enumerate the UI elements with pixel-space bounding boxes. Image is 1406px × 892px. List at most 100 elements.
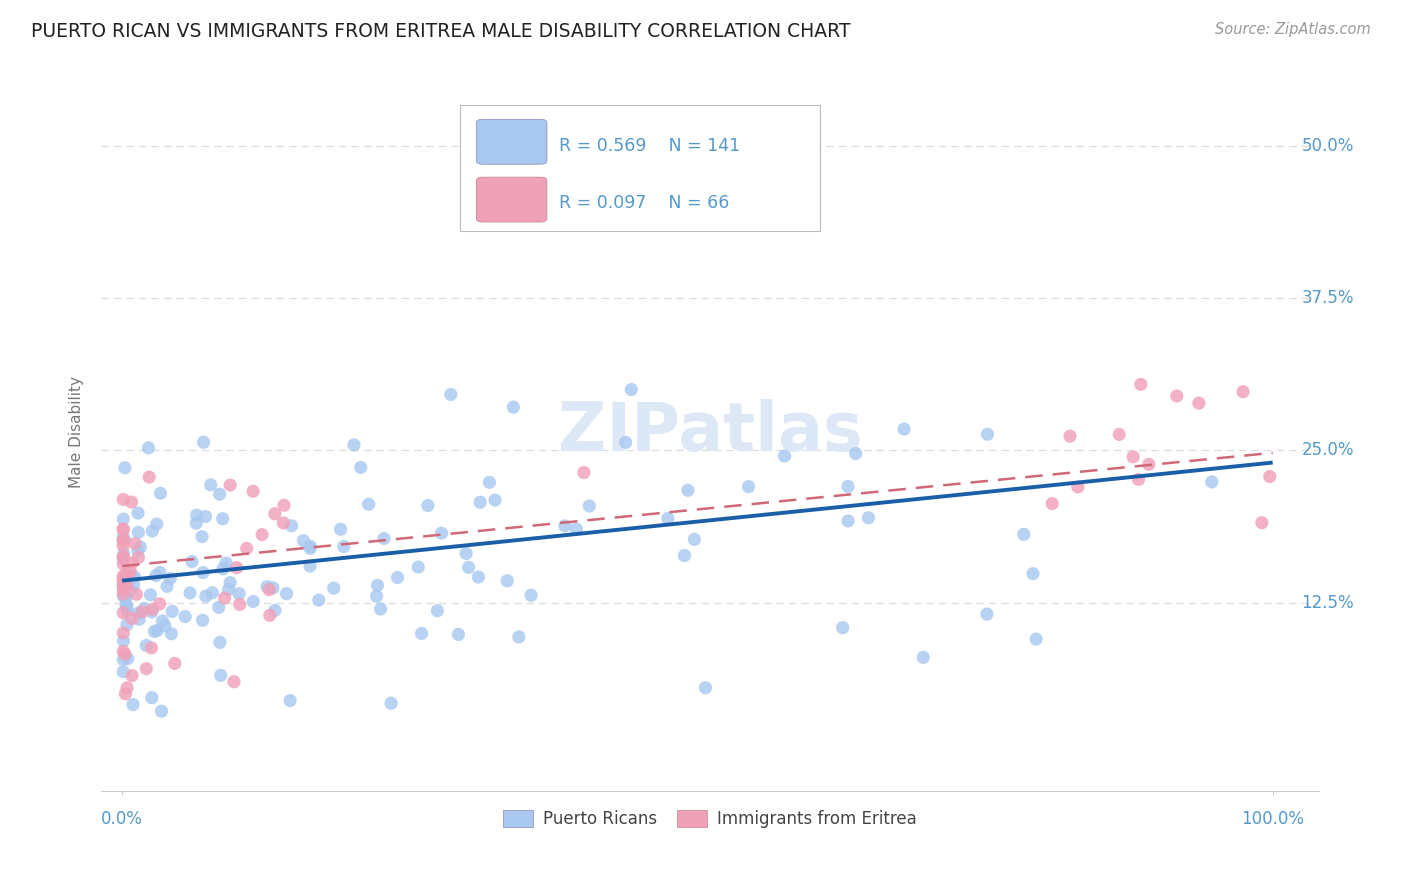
Point bbox=[357, 497, 380, 511]
Point bbox=[218, 582, 240, 597]
Point bbox=[565, 522, 588, 536]
Point bbox=[676, 483, 699, 498]
Point bbox=[831, 621, 853, 635]
Point bbox=[191, 566, 214, 580]
Text: 12.5%: 12.5% bbox=[1302, 593, 1354, 612]
Point bbox=[191, 613, 214, 627]
Point bbox=[484, 493, 506, 508]
Point bbox=[139, 588, 162, 602]
Point bbox=[578, 499, 600, 513]
Point bbox=[112, 582, 135, 597]
Point bbox=[114, 578, 136, 592]
Point bbox=[447, 627, 470, 641]
FancyBboxPatch shape bbox=[461, 105, 820, 231]
Point bbox=[122, 698, 145, 712]
Point bbox=[411, 626, 433, 640]
Point bbox=[127, 525, 149, 540]
Point bbox=[1059, 429, 1081, 443]
Point bbox=[520, 588, 543, 602]
Point bbox=[276, 587, 298, 601]
Point bbox=[200, 478, 222, 492]
Point bbox=[299, 540, 322, 554]
Point bbox=[124, 570, 146, 584]
Point bbox=[115, 579, 138, 593]
Point bbox=[138, 441, 160, 455]
Point bbox=[278, 693, 301, 707]
Point bbox=[160, 626, 183, 640]
Point bbox=[426, 604, 449, 618]
Point bbox=[194, 509, 217, 524]
Point bbox=[308, 593, 330, 607]
Point bbox=[112, 574, 135, 588]
Point bbox=[837, 514, 859, 528]
Text: Source: ZipAtlas.com: Source: ZipAtlas.com bbox=[1215, 22, 1371, 37]
Point bbox=[127, 544, 149, 558]
Point bbox=[837, 479, 859, 493]
Point bbox=[125, 587, 148, 601]
Point bbox=[366, 589, 388, 603]
Point bbox=[174, 609, 197, 624]
Point bbox=[554, 519, 576, 533]
Point bbox=[112, 572, 135, 586]
Point bbox=[457, 560, 479, 574]
Point bbox=[112, 533, 135, 548]
Point bbox=[127, 550, 149, 565]
Point bbox=[114, 460, 136, 475]
Point bbox=[912, 650, 935, 665]
Point bbox=[124, 536, 146, 550]
Point bbox=[191, 530, 214, 544]
Point bbox=[121, 569, 143, 583]
Point bbox=[143, 624, 166, 639]
Legend: Puerto Ricans, Immigrants from Eritrea: Puerto Ricans, Immigrants from Eritrea bbox=[496, 803, 924, 835]
Point bbox=[430, 526, 453, 541]
Point bbox=[112, 577, 135, 591]
Point bbox=[215, 556, 238, 570]
Point bbox=[159, 571, 181, 585]
Text: Male Disability: Male Disability bbox=[69, 376, 83, 488]
Point bbox=[228, 587, 250, 601]
Point bbox=[1128, 472, 1150, 486]
Text: 50.0%: 50.0% bbox=[1302, 137, 1354, 155]
Point bbox=[1025, 632, 1047, 646]
Point bbox=[163, 657, 186, 671]
FancyBboxPatch shape bbox=[477, 120, 547, 164]
Point bbox=[149, 597, 172, 611]
Point bbox=[117, 651, 139, 665]
Point bbox=[149, 486, 172, 500]
Point bbox=[112, 574, 135, 589]
Point bbox=[120, 564, 142, 578]
Point bbox=[262, 581, 284, 595]
Point bbox=[406, 560, 429, 574]
Point bbox=[683, 533, 706, 547]
Point bbox=[112, 665, 135, 679]
Point bbox=[141, 640, 163, 655]
Point bbox=[1040, 497, 1063, 511]
Point bbox=[572, 466, 595, 480]
Point bbox=[193, 435, 215, 450]
Point bbox=[141, 605, 163, 619]
Point bbox=[149, 566, 172, 580]
Point bbox=[121, 556, 143, 570]
Point bbox=[380, 696, 402, 710]
Point bbox=[115, 617, 138, 632]
Point bbox=[264, 603, 287, 617]
Point bbox=[112, 580, 135, 594]
Point bbox=[858, 510, 880, 524]
Point bbox=[112, 587, 135, 601]
Point bbox=[478, 475, 501, 490]
Text: 0.0%: 0.0% bbox=[101, 810, 143, 828]
Point bbox=[112, 547, 135, 561]
Point bbox=[120, 583, 142, 598]
Point bbox=[122, 578, 145, 592]
Text: R = 0.097    N = 66: R = 0.097 N = 66 bbox=[560, 194, 730, 212]
Point bbox=[228, 598, 250, 612]
Point bbox=[250, 527, 273, 541]
Point bbox=[502, 400, 524, 414]
Point bbox=[146, 624, 169, 638]
Point bbox=[141, 602, 163, 616]
Point bbox=[115, 567, 138, 582]
Point bbox=[387, 570, 409, 584]
Point bbox=[115, 598, 138, 612]
Point bbox=[292, 533, 315, 548]
Point bbox=[141, 524, 163, 538]
